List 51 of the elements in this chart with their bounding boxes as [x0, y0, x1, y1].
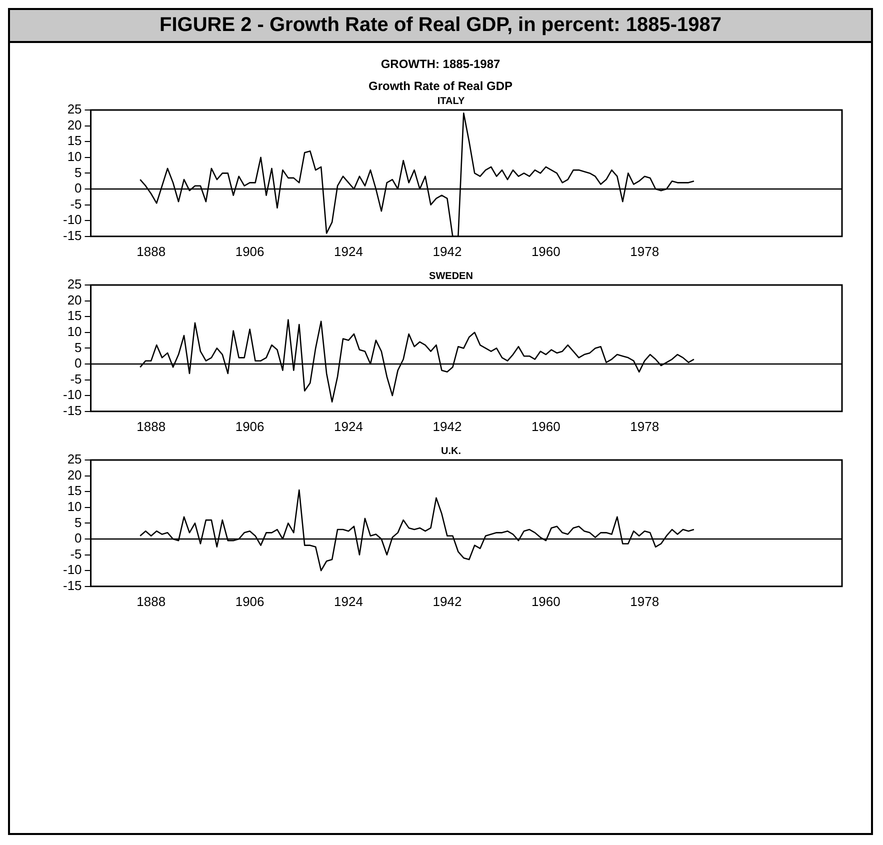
x-tick-label: 1960: [531, 594, 560, 609]
x-tick-label: 1924: [334, 594, 363, 609]
y-tick-label: 20: [67, 467, 82, 482]
x-tick-label: 1888: [136, 418, 166, 434]
x-tick-label: 1924: [334, 244, 363, 259]
text: Growth Rate of Real GDP: [367, 79, 514, 93]
y-tick-label: 20: [67, 292, 82, 308]
y-tick-label: 15: [67, 308, 82, 324]
y-tick-label: 25: [67, 276, 82, 292]
x-tick-label: 1906: [235, 594, 264, 609]
y-tick-label: 25: [67, 452, 82, 467]
chart-subtitle: GROWTH: 1885-1987: [380, 57, 502, 71]
y-tick-label: -10: [62, 212, 82, 228]
y-tick-label: 25: [67, 102, 82, 117]
y-tick-label: 5: [74, 164, 82, 180]
x-tick-label: 1906: [235, 244, 264, 259]
y-tick-label: -15: [62, 578, 82, 593]
y-tick-label: 15: [67, 483, 82, 498]
x-tick-label: 1978: [630, 594, 660, 609]
x-tick-label: 1906: [235, 418, 264, 434]
x-tick-label: 1888: [136, 244, 166, 259]
y-tick-label: 20: [67, 117, 82, 132]
series-label: ITALY: [437, 96, 465, 107]
x-tick-label: 1960: [531, 418, 560, 434]
y-tick-label: -5: [70, 196, 82, 212]
y-tick-label: -15: [62, 228, 82, 243]
y-tick-label: -15: [62, 402, 82, 418]
y-tick-label: 0: [74, 530, 82, 546]
x-tick-label: 1942: [432, 244, 462, 259]
y-tick-label: 0: [74, 180, 82, 196]
y-tick-label: 5: [74, 514, 82, 530]
y-tick-label: -5: [70, 546, 82, 562]
chart-title: FIGURE 2 - Growth Rate of Real GDP, in percent: 1885-1987: [10, 10, 871, 43]
text: U.K.: [441, 446, 462, 457]
x-tick-label: 1978: [630, 418, 660, 434]
x-tick-label: 1978: [630, 244, 660, 259]
y-tick-label: 15: [67, 133, 82, 148]
y-tick-label: 10: [67, 148, 82, 164]
x-tick-label: 1960: [531, 244, 560, 259]
y-tick-label: -10: [62, 387, 82, 402]
x-tick-label: 1942: [432, 594, 462, 609]
text: SWEDEN: [429, 270, 473, 282]
y-tick-label: 10: [67, 324, 82, 339]
x-tick-label: 1924: [334, 418, 363, 434]
y-tick-label: 10: [67, 498, 82, 514]
x-tick-label: 1942: [432, 418, 462, 434]
y-tick-label: 0: [74, 356, 82, 371]
y-tick-label: 5: [74, 340, 82, 355]
y-tick-label: -10: [62, 562, 82, 578]
y-tick-label: -5: [70, 371, 82, 386]
x-tick-label: 1888: [136, 594, 166, 609]
